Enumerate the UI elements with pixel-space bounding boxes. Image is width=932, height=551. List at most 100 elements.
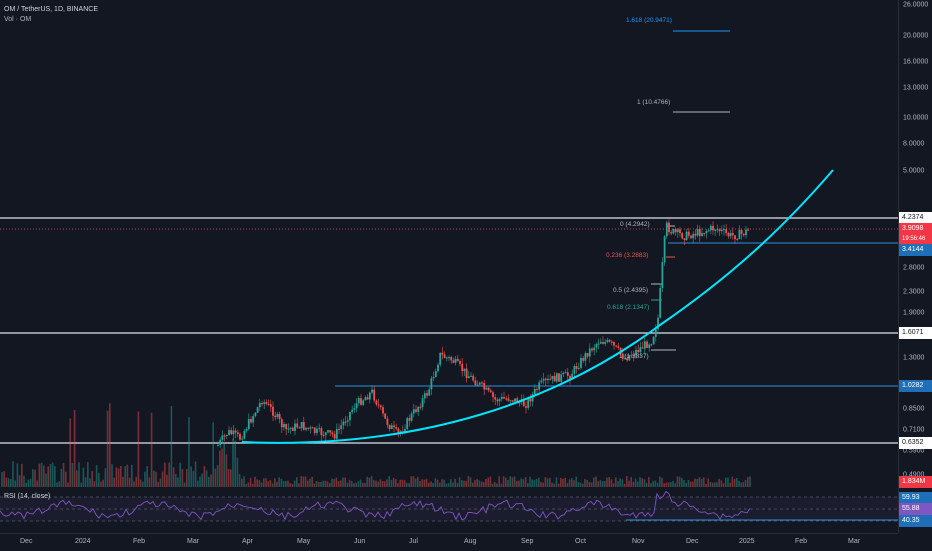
candle-body	[397, 428, 400, 434]
price-badge-1-0282[interactable]: 1.0282	[899, 380, 932, 392]
volume-bar	[436, 479, 439, 487]
volume-bar	[663, 483, 665, 487]
symbol-title: OM / TetherUS, 1D, BINANCE	[4, 6, 99, 13]
volume-bar	[472, 482, 474, 487]
volume-bar	[632, 481, 635, 487]
candle-body	[628, 355, 631, 361]
candle-body	[324, 432, 327, 436]
candle-body	[434, 371, 437, 378]
volume-bar	[744, 479, 747, 487]
candle-body	[415, 409, 417, 412]
candle-body	[489, 390, 492, 393]
candle-body	[723, 229, 725, 231]
candle-body	[641, 347, 644, 349]
candle-body	[454, 358, 457, 363]
volume-bar	[181, 468, 184, 487]
volume-bar	[542, 482, 544, 487]
chart-canvas[interactable]	[0, 0, 898, 533]
candle-body	[604, 341, 607, 344]
price-scale[interactable]: 26.0000 20.0000 16.0000 13.0000 10.0000 …	[898, 0, 932, 533]
volume-bar	[474, 480, 476, 487]
candle-body	[351, 409, 354, 412]
volume-bar	[243, 476, 245, 487]
candle-body	[593, 347, 596, 351]
candle-body	[685, 231, 688, 241]
volume-bar	[456, 482, 459, 487]
volume-bar	[221, 448, 223, 487]
candle-body	[676, 229, 679, 233]
time-axis[interactable]: Dec 2024 Feb Mar Apr May Jun Jul Aug Sep…	[0, 533, 898, 551]
time-label: Nov	[632, 538, 645, 545]
candle-body	[615, 345, 618, 347]
fib-label-0-236: 0.236 (3.2883)	[606, 252, 649, 259]
volume-bar	[641, 478, 643, 487]
candle-body	[289, 427, 292, 429]
volume-bar	[170, 405, 173, 487]
volume-bar	[296, 477, 298, 487]
candle-body	[657, 317, 659, 330]
candle-body	[729, 232, 732, 237]
price-tick: 1.3000	[903, 354, 925, 362]
candle-body	[500, 396, 503, 400]
volume-bar	[584, 479, 586, 487]
rsi-badge-2: 55.88	[899, 503, 932, 515]
price-badge-last[interactable]: 3.9098	[899, 223, 932, 235]
volume-bar	[359, 479, 362, 487]
candle-body	[727, 233, 730, 237]
candle-body	[223, 435, 226, 437]
volume-bar	[381, 480, 384, 487]
fib-label-0-5: 0.5 (2.4395)	[613, 287, 649, 294]
volume-bar	[478, 480, 481, 487]
price-badge-0-6352[interactable]: 0.6352	[899, 437, 932, 449]
parabolic-curve[interactable]	[241, 169, 834, 444]
candle-body	[690, 235, 692, 239]
candle-body	[586, 353, 589, 357]
volume-bar	[29, 478, 32, 487]
fib-label-0: 0 (4.2942)	[620, 221, 650, 228]
volume-bar	[549, 477, 551, 487]
volume-bar	[711, 482, 714, 487]
volume-bar	[652, 481, 654, 487]
candle-body	[687, 231, 690, 236]
candle-body	[498, 399, 501, 402]
candle-body	[745, 229, 747, 236]
candle-body	[661, 262, 664, 288]
volume-bar	[696, 478, 698, 487]
volume-bar	[623, 483, 626, 487]
volume-bar	[733, 479, 736, 487]
price-badge-resistance[interactable]: 4.2374	[899, 212, 932, 224]
candle-body	[355, 403, 358, 409]
volume-bar	[518, 480, 520, 487]
candle-body	[529, 398, 532, 402]
candle-body	[485, 387, 488, 390]
volume-bar	[199, 476, 201, 487]
rsi-band	[0, 497, 898, 521]
countdown-badge: 19:56:46	[899, 233, 932, 245]
volume-bar	[230, 469, 232, 487]
candle-body	[549, 378, 552, 380]
volume-bar	[597, 481, 599, 487]
volume-bar	[216, 465, 219, 487]
volume-bar	[749, 476, 751, 487]
time-label: Jul	[409, 538, 418, 545]
volume-bar	[124, 466, 126, 487]
price-chart[interactable]: OM / TetherUS, 1D, BINANCE Vol · OM 1.61…	[0, 0, 898, 533]
price-badge-support[interactable]: 3.4144	[899, 244, 932, 256]
time-label: 2024	[75, 538, 91, 545]
volume-bar	[601, 481, 604, 487]
volume-bar	[16, 463, 19, 487]
volume-bar	[610, 479, 613, 487]
volume-bar	[729, 482, 731, 487]
candle-body	[580, 358, 582, 368]
volume-bar	[82, 467, 85, 487]
volume-bar	[131, 464, 133, 487]
candle-body	[283, 424, 285, 428]
candle-body	[650, 344, 653, 346]
candle-body	[390, 425, 393, 429]
volume-bar	[678, 476, 681, 487]
candle-body	[522, 399, 525, 407]
volume-bar	[509, 476, 511, 487]
price-badge-1-6071[interactable]: 1.6071	[899, 327, 932, 339]
candle-body	[470, 375, 472, 377]
candle-body	[527, 398, 530, 408]
